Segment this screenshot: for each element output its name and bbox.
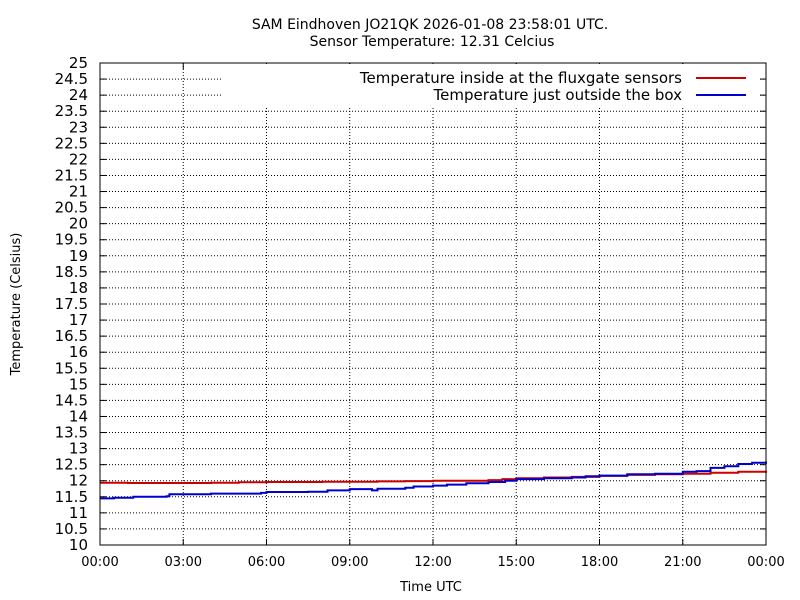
y-tick-label: 19.5 (55, 231, 88, 249)
x-tick-label: 21:00 (664, 555, 701, 570)
y-tick-label: 22.5 (55, 134, 88, 152)
y-tick-label: 12 (69, 472, 88, 490)
chart-title: SAM Eindhoven JO21QK 2026-01-08 23:58:01… (252, 17, 608, 33)
x-tick-label: 00:00 (747, 555, 784, 570)
y-tick-label: 15.5 (55, 359, 88, 377)
y-tick-label: 21 (69, 183, 88, 201)
y-tick-label: 11.5 (55, 488, 88, 506)
y-tick-label: 12.5 (55, 456, 88, 474)
x-tick-label: 00:00 (81, 555, 118, 570)
x-tick-label: 15:00 (498, 555, 535, 570)
y-tick-label: 17 (69, 311, 88, 329)
x-tick-label: 06:00 (248, 555, 285, 570)
y-tick-label: 16 (69, 343, 88, 361)
legend-background (222, 64, 758, 106)
y-tick-label: 14 (69, 407, 88, 425)
y-tick-label: 24.5 (55, 70, 88, 88)
y-tick-label: 22 (69, 150, 88, 168)
x-tick-label: 12:00 (414, 555, 451, 570)
y-tick-label: 21.5 (55, 166, 88, 184)
grid-lines (100, 63, 766, 545)
y-axis-label: Temperature (Celsius) (9, 233, 24, 377)
y-tick-label: 18.5 (55, 263, 88, 281)
y-tick-label: 16.5 (55, 327, 88, 345)
series-lines (100, 461, 767, 500)
x-tick-label: 03:00 (165, 555, 202, 570)
y-tick-label: 23.5 (55, 102, 88, 120)
y-tick-label: 10 (69, 536, 88, 554)
y-tick-label: 18 (69, 279, 88, 297)
y-tick-label: 15 (69, 375, 88, 393)
y-tick-labels: 1010.51111.51212.51313.51414.51515.51616… (55, 54, 766, 554)
y-tick-label: 25 (69, 54, 88, 72)
y-tick-label: 11 (69, 504, 88, 522)
legend-label-1: Temperature just outside the box (433, 86, 683, 104)
x-axis-label: Time UTC (399, 580, 462, 595)
y-tick-label: 24 (69, 86, 88, 104)
y-tick-label: 14.5 (55, 391, 88, 409)
y-tick-label: 17.5 (55, 295, 88, 313)
legend-label-0: Temperature inside at the fluxgate senso… (359, 69, 682, 87)
y-tick-label: 20.5 (55, 199, 88, 217)
x-tick-label: 09:00 (331, 555, 368, 570)
y-tick-label: 20 (69, 215, 88, 233)
y-tick-label: 23 (69, 118, 88, 136)
x-tick-label: 18:00 (581, 555, 618, 570)
plot-frame (99, 62, 767, 546)
y-tick-label: 13 (69, 440, 88, 458)
legend: Temperature inside at the fluxgate senso… (359, 69, 746, 104)
y-tick-label: 10.5 (55, 520, 88, 538)
chart-subtitle: Sensor Temperature: 12.31 Celcius (310, 34, 555, 50)
y-tick-label: 19 (69, 247, 88, 265)
series-line-1 (100, 461, 767, 500)
y-tick-label: 13.5 (55, 424, 88, 442)
